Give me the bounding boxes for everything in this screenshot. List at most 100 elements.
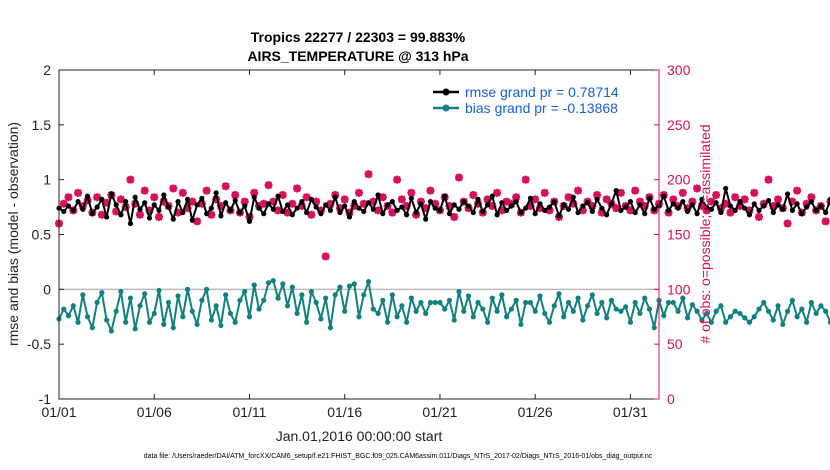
obs-assimilated-marker	[755, 212, 763, 221]
bias-point	[61, 306, 67, 312]
bias-point	[204, 286, 210, 292]
bias-point	[318, 316, 324, 322]
obs-assimilated-marker	[512, 193, 521, 202]
rmse-point	[480, 208, 486, 215]
obs-assimilated-marker	[269, 197, 278, 206]
rmse-point	[332, 194, 338, 200]
rmse-point	[542, 207, 548, 213]
rmse-point	[680, 199, 686, 205]
rmse-point	[104, 214, 110, 220]
x-tick-label: 01/31	[613, 404, 648, 420]
bias-point	[142, 291, 148, 297]
bias-point	[118, 288, 124, 295]
obs-assimilated-marker	[74, 188, 83, 197]
rmse-point	[761, 203, 767, 209]
rmse-point	[518, 209, 524, 216]
rmse-point	[623, 204, 629, 210]
bias-point	[380, 297, 386, 303]
rmse-point	[113, 202, 119, 208]
rmse-point	[742, 205, 748, 211]
obs-assimilated-marker	[178, 188, 187, 197]
bias-point	[332, 292, 338, 298]
obs-assimilated-marker	[150, 193, 159, 202]
bias-point	[427, 299, 434, 306]
rmse-point	[432, 205, 438, 211]
bias-point	[604, 315, 610, 321]
obs-assimilated-marker	[721, 199, 730, 208]
bias-point	[413, 308, 419, 314]
obs-assimilated-marker	[455, 173, 463, 182]
rmse-point	[727, 203, 734, 209]
obs-assimilated-marker	[545, 206, 554, 215]
obs-assimilated-marker	[750, 188, 759, 197]
obs-assimilated-marker	[474, 199, 483, 208]
obs-assimilated-marker	[616, 188, 625, 197]
bias-point	[813, 310, 819, 317]
plot-area	[59, 70, 659, 399]
rmse-point	[194, 202, 200, 208]
obs-assimilated-marker	[712, 191, 721, 200]
y-left-tick-label: 0.5	[32, 227, 52, 243]
bias-point	[499, 292, 505, 298]
rmse-point	[146, 215, 153, 221]
rmse-point	[165, 204, 172, 210]
rmse-point	[389, 199, 395, 205]
bias-point	[446, 297, 453, 303]
bias-point	[480, 306, 486, 312]
rmse-point	[361, 208, 367, 215]
bias-point	[75, 319, 81, 325]
bias-point	[175, 293, 181, 299]
bias-point	[375, 310, 381, 317]
obs-assimilated-marker	[278, 191, 287, 200]
bias-point	[746, 319, 753, 325]
bias-point	[680, 295, 686, 301]
rmse-point	[99, 196, 105, 203]
obs-assimilated-marker	[78, 201, 87, 210]
bias-point	[246, 314, 253, 320]
y-right-tick-label: 300	[667, 62, 691, 78]
rmse-point	[684, 208, 691, 215]
x-tick-label: 01/01	[41, 404, 76, 420]
y-axis-left-ticks: -1 -0.5 0 0.5 1 1.5 2	[27, 62, 64, 407]
obs-assimilated-marker	[288, 199, 297, 208]
obs-assimilated-marker	[421, 204, 430, 213]
bias-point	[265, 280, 272, 286]
rmse-point	[232, 197, 238, 204]
rmse-point	[713, 200, 719, 206]
obs-assimilated-marker	[350, 201, 359, 210]
rmse-point	[570, 194, 576, 200]
bias-point	[80, 292, 86, 298]
bias-point	[456, 288, 462, 295]
rmse-point	[408, 195, 414, 201]
bias-point	[675, 308, 681, 314]
obs-assimilated-marker	[83, 196, 92, 205]
bias-point	[346, 283, 353, 289]
bias-point	[132, 326, 138, 332]
bias-point	[180, 314, 186, 320]
bias-point	[632, 299, 638, 306]
bias-point	[108, 328, 114, 334]
legend-rmse-label: rmse grand pr = 0.78714	[465, 84, 619, 100]
legend-bias-marker	[442, 104, 450, 112]
bias-point	[208, 317, 214, 323]
bias-point	[170, 325, 176, 331]
bias-point	[818, 303, 824, 309]
bias-point	[137, 303, 143, 309]
rmse-point	[694, 211, 700, 217]
bias-point	[313, 299, 319, 306]
obs-assimilated-marker	[569, 199, 578, 208]
bias-point	[484, 319, 491, 325]
rmse-point	[775, 202, 781, 208]
y-left-tick-label: -1	[39, 391, 52, 407]
rmse-point	[175, 199, 181, 205]
obs-assimilated-marker	[326, 199, 335, 208]
bias-point	[661, 313, 667, 319]
legend: rmse grand pr = 0.78714 bias grand pr = …	[433, 84, 619, 116]
rmse-point	[818, 203, 824, 209]
bias-point	[751, 314, 757, 320]
rmse-point	[356, 205, 362, 211]
obs-assimilated-marker	[116, 195, 125, 204]
x-tick-label: 01/11	[232, 404, 266, 420]
obs-assimilated-marker	[340, 195, 349, 204]
bias-point	[304, 319, 310, 325]
